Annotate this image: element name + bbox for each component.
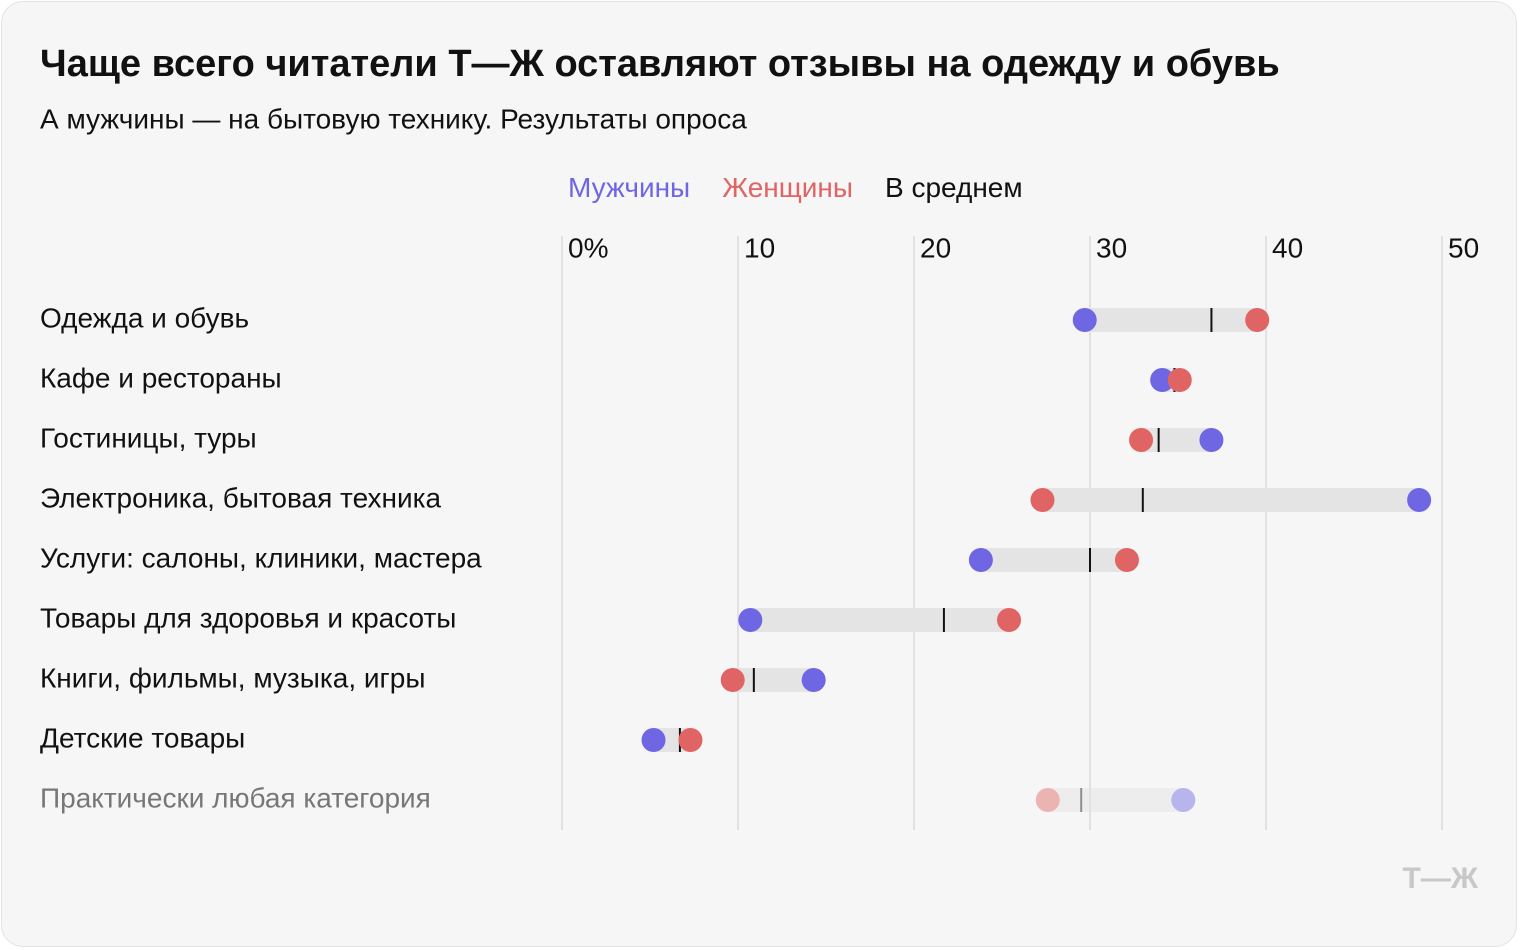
row <box>1150 368 1192 392</box>
chart-subtitle: А мужчины — на бытовую технику. Результа… <box>40 103 747 134</box>
x-tick-label: 20 <box>920 232 951 263</box>
row <box>1129 428 1224 452</box>
category-label: Книги, фильмы, музыка, игры <box>40 662 425 693</box>
category-label: Товары для здоровья и красоты <box>40 602 456 633</box>
category-label: Детские товары <box>40 722 245 753</box>
category-label: Одежда и обувь <box>40 302 249 333</box>
legend-entry: Мужчины <box>568 172 691 203</box>
x-tick-label: 40 <box>1272 232 1303 263</box>
men-dot <box>1171 788 1196 812</box>
women-dot <box>678 728 703 752</box>
x-tick-label: 50 <box>1448 232 1479 263</box>
category-label: Кафе и рестораны <box>40 362 282 393</box>
women-dot <box>1035 788 1060 812</box>
range-bar <box>1084 308 1258 332</box>
women-dot <box>997 608 1022 632</box>
x-tick-label: 0% <box>568 232 608 263</box>
men-dot <box>1199 428 1224 452</box>
men-dot <box>968 548 993 572</box>
legend-entry: В среднем <box>885 172 1023 203</box>
range-bar <box>980 548 1127 572</box>
category-label: Гостиницы, туры <box>40 422 257 453</box>
row <box>1035 788 1196 812</box>
category-label: Практически любая категория <box>40 782 431 813</box>
women-dot <box>1245 308 1270 332</box>
category-label: Услуги: салоны, клиники, мастера <box>40 542 482 573</box>
men-dot <box>1407 488 1432 512</box>
women-dot <box>1114 548 1139 572</box>
legend: Мужчины Женщины В среднем <box>568 172 1023 204</box>
row <box>641 728 703 752</box>
row <box>720 668 826 692</box>
x-tick-label: 30 <box>1096 232 1127 263</box>
row <box>738 608 1022 632</box>
x-tick-label: 10 <box>744 232 775 263</box>
category-label: Электроника, бытовая техника <box>40 482 441 513</box>
legend-entry: Женщины <box>722 172 853 203</box>
range-bar <box>1047 788 1184 812</box>
men-dot <box>1072 308 1097 332</box>
row <box>968 548 1139 572</box>
range-bar <box>1042 488 1420 512</box>
women-dot <box>1167 368 1192 392</box>
women-dot <box>1129 428 1154 452</box>
chart-title: Чаще всего читатели Т—Ж оставляют отзывы… <box>40 43 1280 85</box>
men-dot <box>738 608 763 632</box>
row <box>1030 488 1432 512</box>
men-dot <box>801 668 826 692</box>
range-bar <box>750 608 1010 632</box>
men-dot <box>1150 368 1175 392</box>
women-dot <box>1030 488 1055 512</box>
men-dot <box>641 728 666 752</box>
logo: Т—Ж <box>1403 862 1479 895</box>
row <box>1072 308 1270 332</box>
women-dot <box>720 668 745 692</box>
grid <box>561 236 1443 830</box>
range-bar <box>732 668 814 692</box>
